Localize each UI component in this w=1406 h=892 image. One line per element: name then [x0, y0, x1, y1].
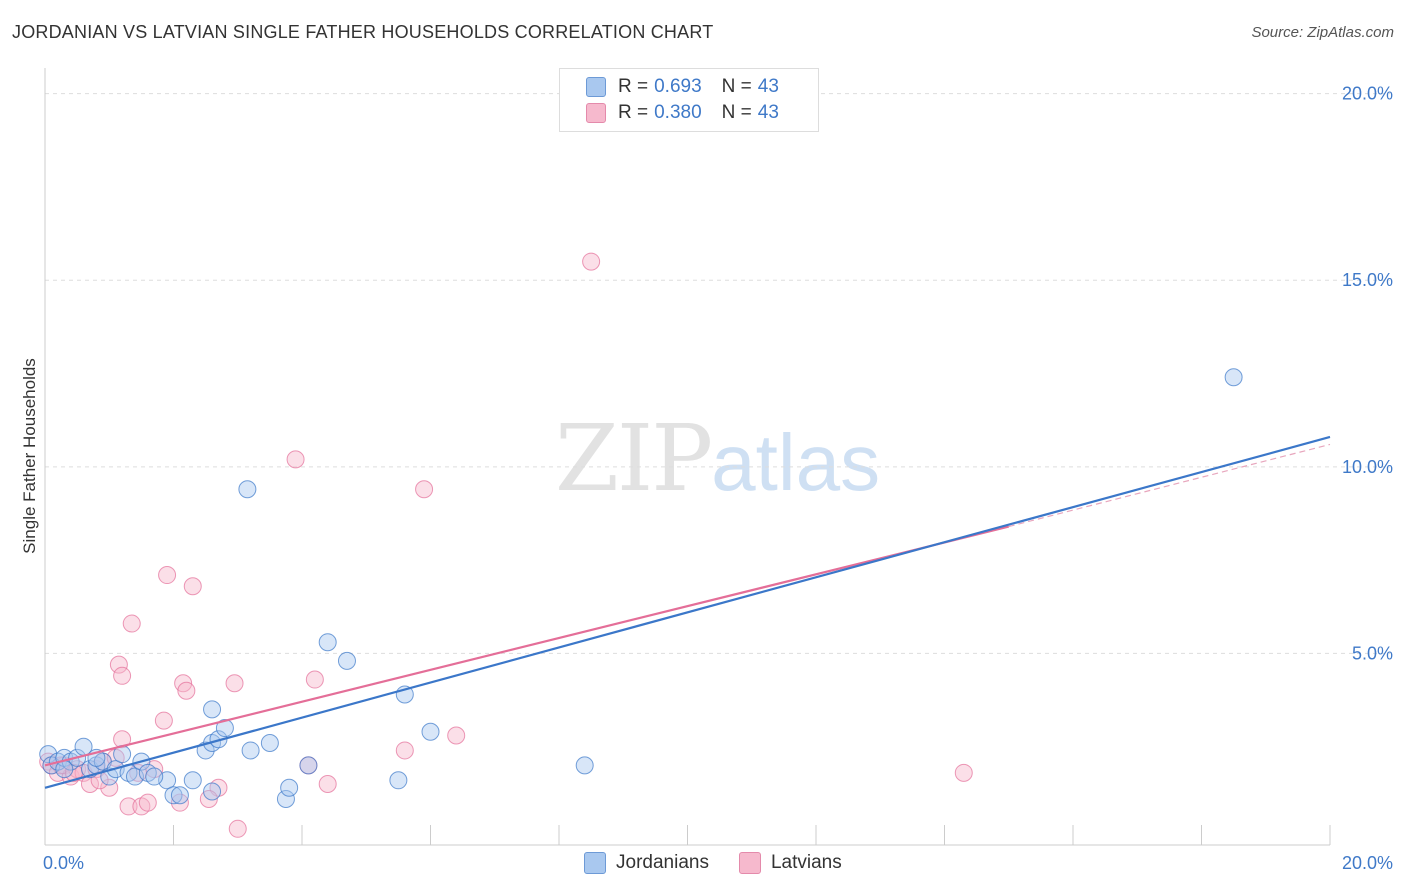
jordanians-point — [260, 733, 279, 752]
r-label: R = — [618, 102, 649, 123]
n-label: N = — [721, 76, 752, 97]
jordanians-point — [209, 730, 228, 749]
latvians-legend-swatch — [738, 852, 761, 874]
stats-legend-row-latvians: R = 0.380 N = 43 — [586, 101, 779, 125]
r-label: R = — [618, 76, 649, 97]
latvians-point — [113, 730, 132, 749]
latvians-point — [286, 450, 305, 469]
jordanians-swatch — [586, 77, 606, 97]
latvians-point — [225, 674, 244, 693]
latvians-point — [138, 793, 157, 812]
latvians-swatch — [586, 103, 606, 123]
watermark-zip: ZIP — [555, 405, 713, 512]
y-tick-label: 20.0% — [1342, 84, 1393, 104]
legend-item-jordanians: Jordanians — [584, 852, 709, 874]
chart-title: JORDANIAN VS LATVIAN SINGLE FATHER HOUSE… — [12, 22, 714, 42]
latvians-point — [318, 775, 337, 794]
latvians-point — [395, 741, 414, 760]
source-label: Source: ZipAtlas.com — [1251, 24, 1394, 41]
jordanians-trend-line — [44, 435, 1331, 789]
jordanians-point — [276, 789, 295, 808]
x-tick-label-max: 20.0% — [1342, 853, 1393, 873]
x-tick-label-min: 0.0% — [43, 853, 84, 873]
latvians-point — [119, 797, 138, 816]
jordanians-point — [337, 651, 356, 670]
watermark-atlas: atlas — [711, 418, 881, 507]
jordanians-point — [241, 741, 260, 760]
jordanians-point — [215, 719, 234, 738]
latvians-point — [305, 670, 324, 689]
jordanians-point — [145, 767, 164, 786]
latvians-legend-label: Latvians — [770, 852, 842, 873]
latvians-trend-line — [44, 525, 1010, 767]
n-label: N = — [721, 102, 752, 123]
jordanians-point — [203, 782, 222, 801]
jordanians-r-value: 0.693 — [654, 76, 702, 97]
stats-legend: R = 0.693 N = 43 R = 0.380 N = 43 — [559, 68, 819, 132]
jordanians-n-value: 43 — [757, 76, 779, 97]
jordanians-point — [203, 700, 222, 719]
latvians-point — [170, 793, 189, 812]
jordanians-point — [280, 778, 299, 797]
latvians-point — [447, 726, 466, 745]
jordanians-point — [318, 633, 337, 652]
latvians-trend-extension — [1008, 443, 1331, 528]
latvians-point — [228, 819, 247, 838]
jordanians-point — [389, 771, 408, 790]
latvians-point — [154, 711, 173, 730]
latvians-point — [183, 577, 202, 596]
latvians-point — [582, 252, 601, 271]
series-legend: Jordanians Latvians — [584, 852, 872, 874]
jordanians-legend-label: Jordanians — [616, 852, 709, 873]
latvians-point — [158, 566, 177, 585]
jordanians-point — [170, 786, 189, 805]
latvians-point — [415, 480, 434, 499]
latvians-point — [113, 666, 132, 685]
jordanians-point — [183, 771, 202, 790]
jordanians-point — [164, 786, 183, 805]
watermark: ZIPatlas — [555, 405, 880, 512]
jordanians-point — [1224, 368, 1243, 387]
jordanians-legend-swatch — [584, 852, 606, 874]
latvians-r-value: 0.380 — [654, 102, 702, 123]
jordanians-point — [238, 480, 257, 499]
latvians-n-value: 43 — [757, 102, 779, 123]
jordanians-point — [421, 722, 440, 741]
legend-item-latvians: Latvians — [738, 852, 842, 874]
y-tick-label: 5.0% — [1352, 643, 1393, 663]
y-tick-label: 10.0% — [1342, 457, 1393, 477]
jordanians-point — [575, 756, 594, 775]
jordanians-point — [299, 756, 318, 775]
y-tick-label: 15.0% — [1342, 270, 1393, 290]
latvians-point — [177, 681, 196, 700]
latvians-point — [109, 655, 128, 674]
latvians-point — [954, 763, 973, 782]
latvians-point — [122, 614, 141, 633]
stats-legend-row-jordanians: R = 0.693 N = 43 — [586, 75, 779, 99]
